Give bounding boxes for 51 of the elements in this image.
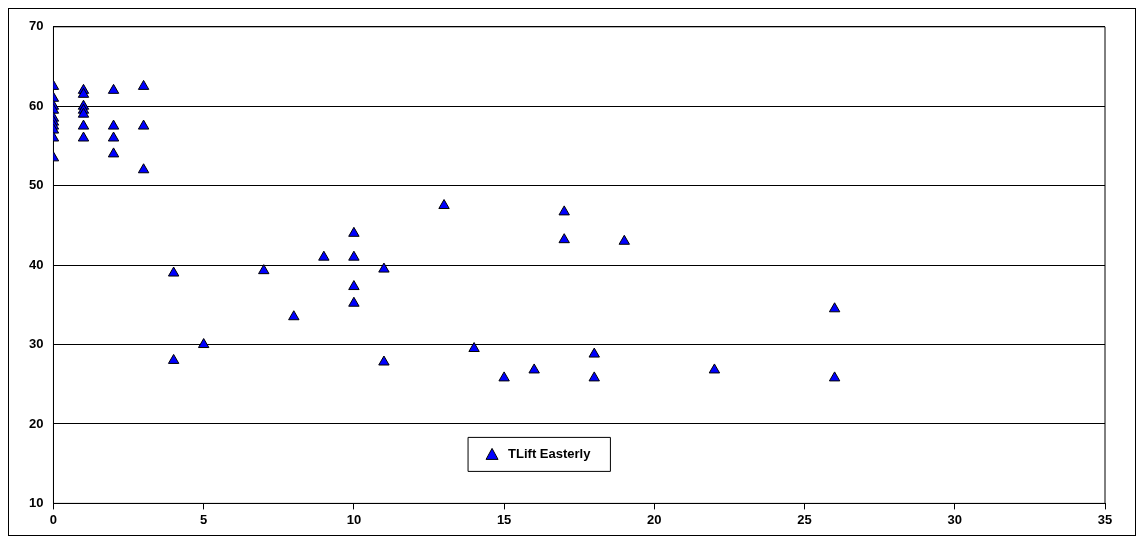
point <box>438 199 450 210</box>
x-tick-label: 5 <box>200 511 208 527</box>
point <box>348 250 360 261</box>
point <box>588 347 600 358</box>
x-tick-label: 30 <box>947 511 963 527</box>
y-tick-label: 10 <box>28 494 44 510</box>
point <box>558 205 570 216</box>
point <box>107 83 120 94</box>
point <box>77 131 90 142</box>
point <box>137 163 150 174</box>
y-tick-label: 40 <box>28 256 44 272</box>
point <box>588 371 600 382</box>
point <box>348 280 360 291</box>
legend-label: TLift Easterly <box>508 445 592 461</box>
point <box>77 107 90 118</box>
point <box>137 79 150 90</box>
y-tick-label: 60 <box>28 97 44 113</box>
point <box>468 342 480 353</box>
point <box>708 363 721 374</box>
y-tick-label: 70 <box>28 18 44 34</box>
point <box>528 363 540 374</box>
point <box>378 262 390 273</box>
point <box>288 310 300 321</box>
x-tick-label: 0 <box>49 511 58 527</box>
x-tick-label: 15 <box>496 511 512 527</box>
x-tick-label: 25 <box>797 511 812 527</box>
point <box>167 266 180 277</box>
point <box>558 233 570 244</box>
point <box>828 371 841 382</box>
point <box>258 264 270 275</box>
point <box>107 147 120 158</box>
y-tick-label: 20 <box>28 415 44 431</box>
y-tick-label: 50 <box>28 177 44 193</box>
point <box>498 371 510 382</box>
point <box>348 226 360 237</box>
x-tick-label: 35 <box>1097 511 1113 527</box>
y-tick-label: 30 <box>28 336 44 352</box>
point <box>348 296 360 307</box>
point <box>77 87 90 98</box>
point <box>107 131 120 142</box>
point <box>618 234 630 245</box>
point <box>167 353 180 364</box>
point <box>107 119 120 130</box>
point <box>137 119 150 130</box>
point <box>197 338 210 349</box>
point <box>77 119 90 130</box>
x-tick-label: 10 <box>346 511 362 527</box>
point <box>828 302 841 313</box>
point <box>318 250 330 261</box>
point <box>378 355 390 366</box>
x-tick-label: 20 <box>647 511 662 527</box>
